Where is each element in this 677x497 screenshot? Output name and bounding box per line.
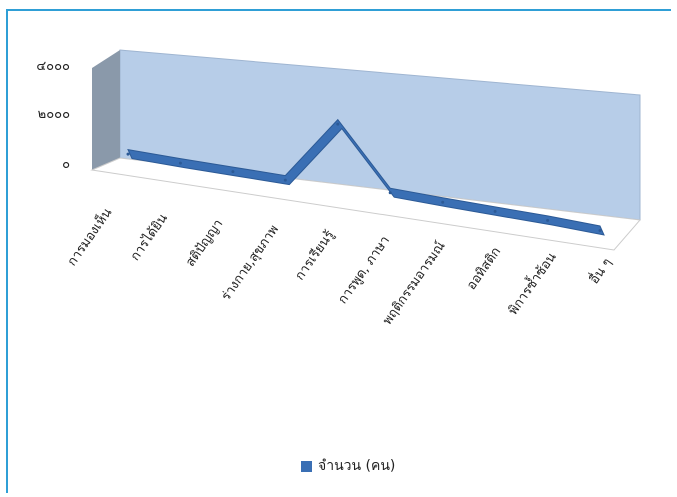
x-category-label: ออทิสติก <box>464 245 504 293</box>
x-category-label: การพูด, ภาษา <box>335 233 393 306</box>
data-point <box>546 218 550 222</box>
data-point <box>441 200 445 204</box>
data-point <box>493 209 497 213</box>
legend-label: จำนวน (คน) <box>318 458 396 474</box>
chart-floor <box>90 157 641 251</box>
series-line-ribbon <box>127 118 605 236</box>
x-category-label: สติปัญญา <box>183 217 226 270</box>
x-category-label: อื่น ๆ <box>585 255 615 288</box>
legend: จำนวน (คน) <box>301 455 395 477</box>
x-category-label: การเรียนรู้ <box>292 227 338 283</box>
data-point <box>231 170 235 174</box>
x-category-label: พฤติกรรมอารมณ์ <box>379 238 448 327</box>
data-point <box>126 152 130 156</box>
data-point <box>178 161 182 165</box>
x-category-label: ร่างกาย,สุขภาพ <box>219 222 282 303</box>
legend-swatch <box>301 460 312 472</box>
y-tick-label: ๔๐๐๐ <box>36 59 70 74</box>
data-point <box>336 122 340 126</box>
x-category-label: การมองเห็น <box>62 204 115 269</box>
y-tick-label: ๒๐๐๐ <box>38 107 70 122</box>
chart-side-wall <box>92 50 120 170</box>
data-point <box>388 191 392 195</box>
data-point <box>283 178 287 182</box>
x-category-label: พิการซ้ำซ้อน <box>503 248 559 318</box>
y-tick-label: ๐ <box>62 157 70 172</box>
x-category-label: การได้ยิน <box>127 211 171 264</box>
data-point <box>598 229 602 232</box>
